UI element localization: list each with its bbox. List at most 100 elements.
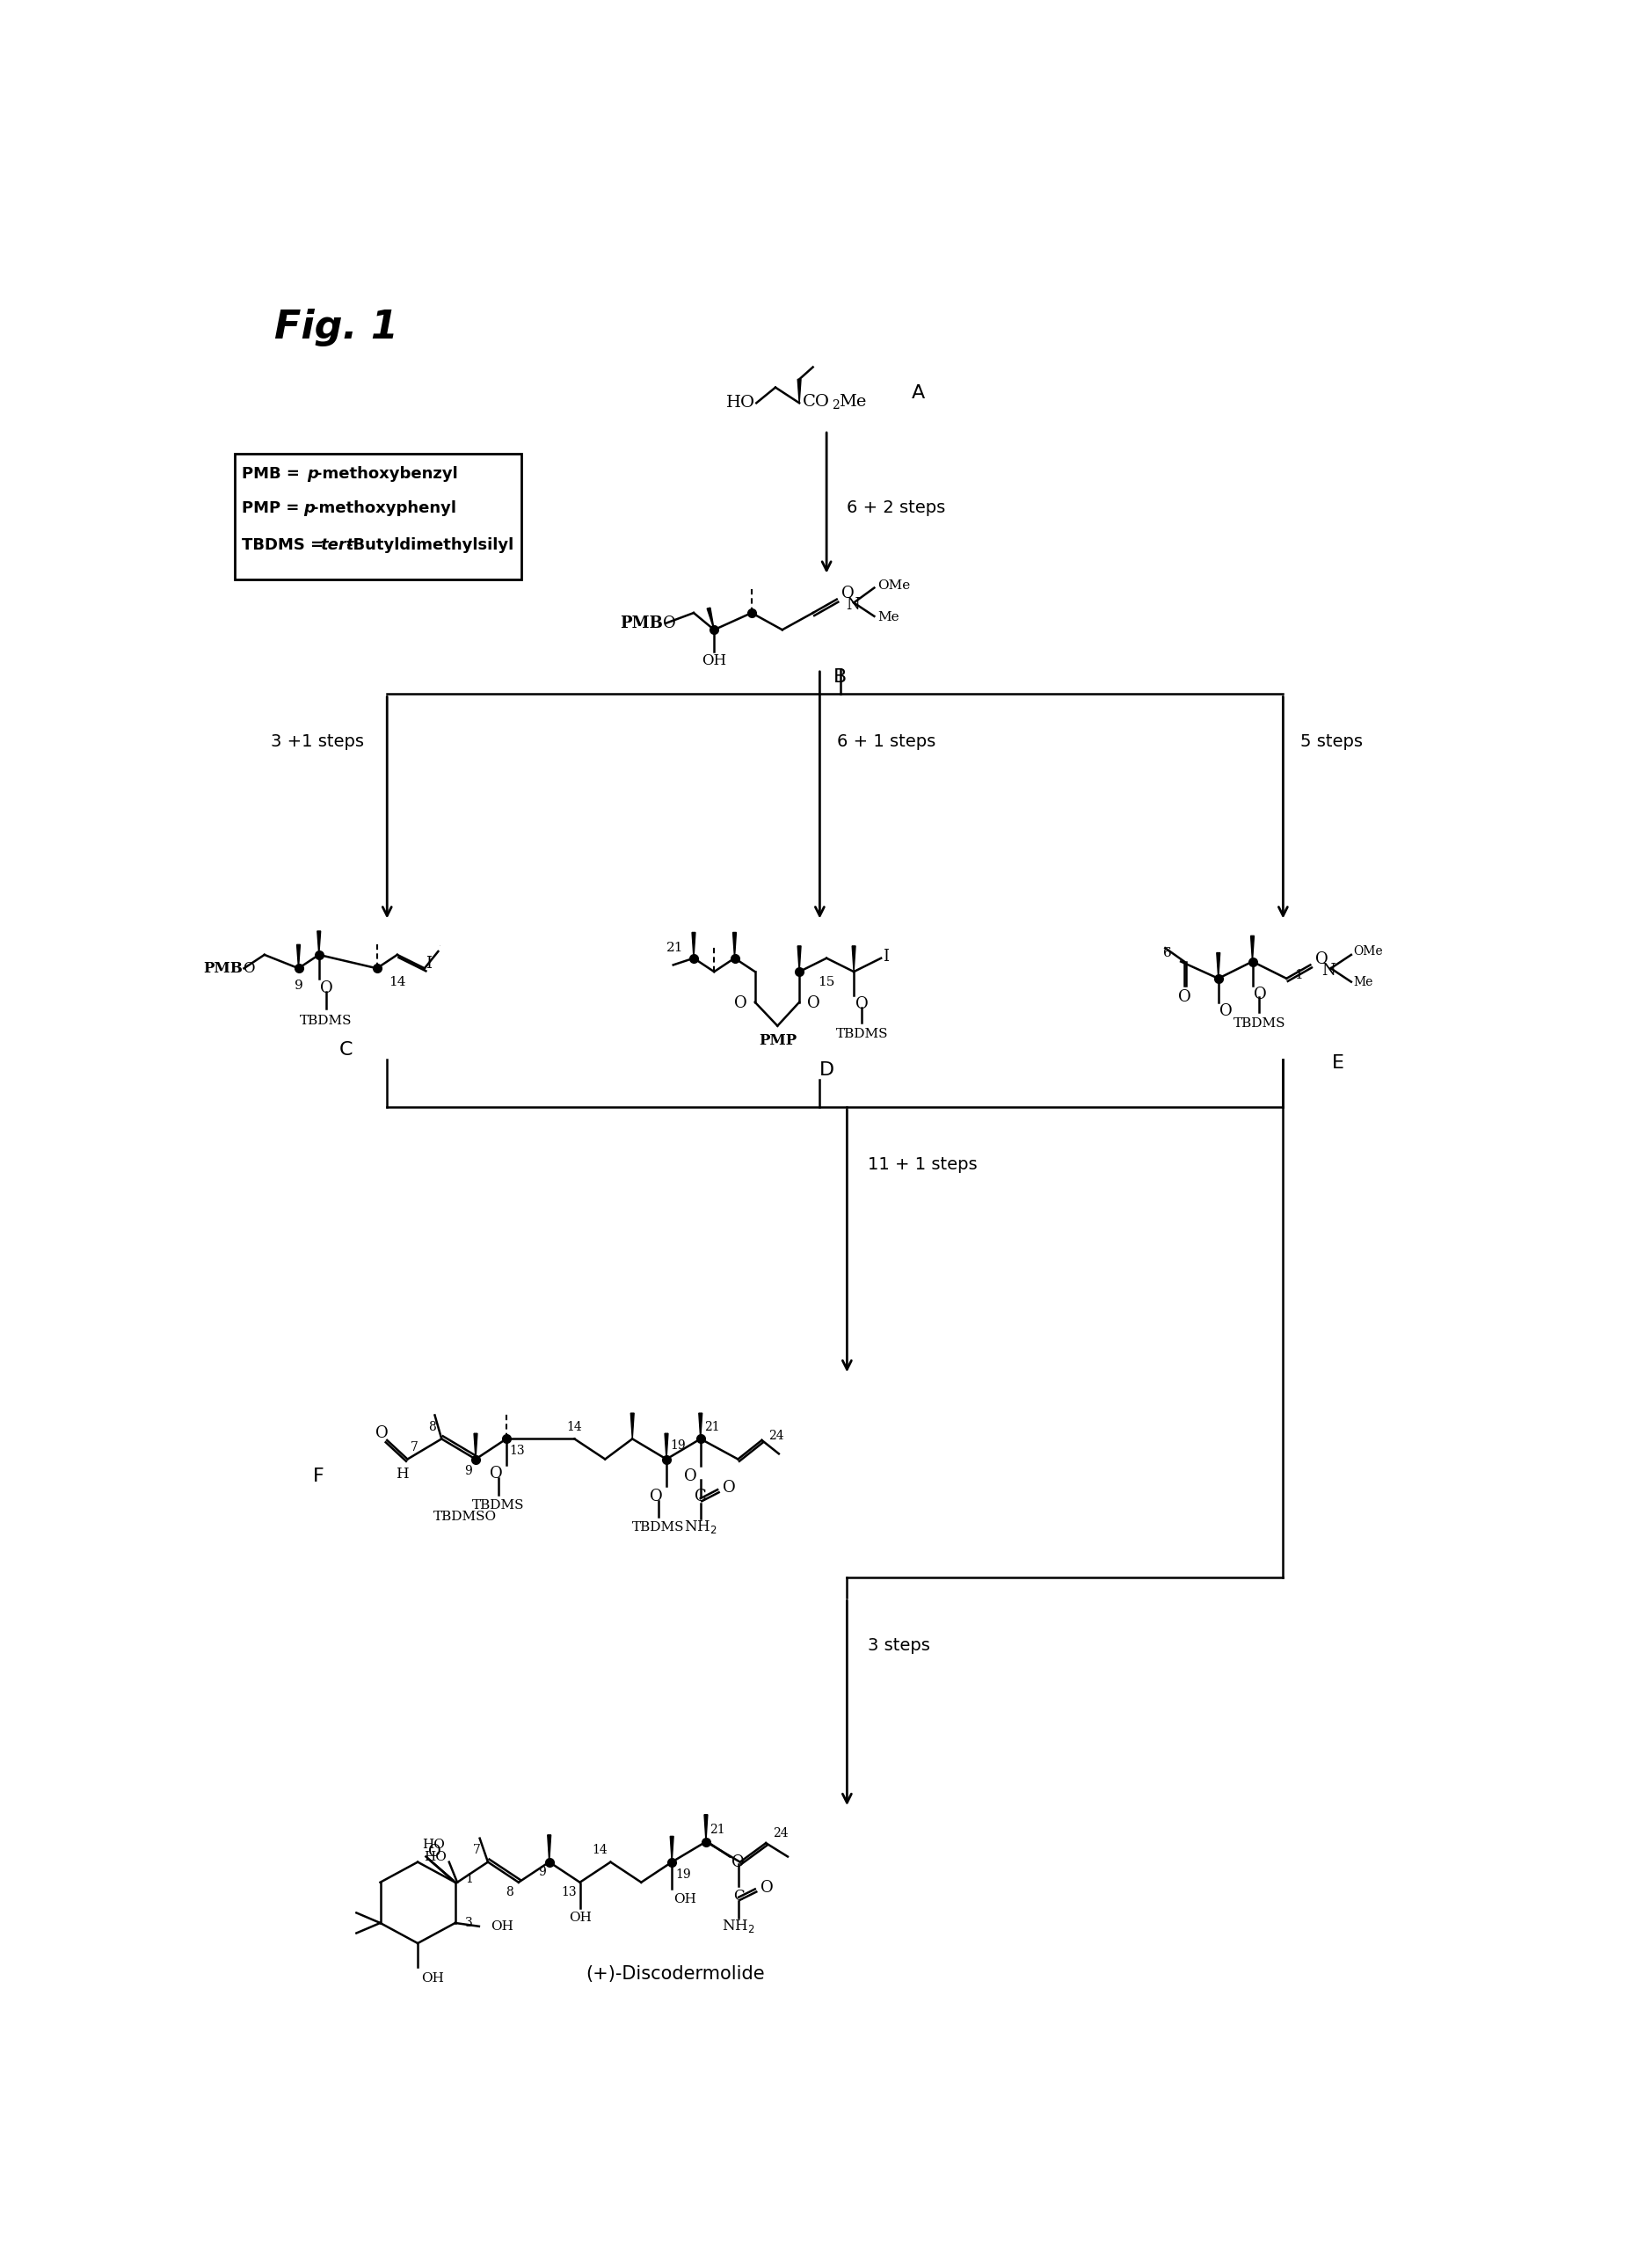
Text: PMB: PMB	[203, 962, 243, 975]
Text: O: O	[722, 1479, 735, 1495]
Text: p: p	[307, 465, 317, 481]
Text: HO: HO	[425, 1852, 448, 1863]
Text: A: A	[912, 384, 925, 402]
Text: O: O	[1219, 1003, 1232, 1018]
Text: OH: OH	[421, 1971, 444, 1985]
Text: TBDMSO: TBDMSO	[434, 1511, 497, 1522]
Text: HO: HO	[423, 1838, 444, 1852]
Text: Me: Me	[1353, 975, 1373, 989]
Polygon shape	[798, 946, 801, 971]
Polygon shape	[297, 944, 301, 969]
Text: O: O	[856, 996, 869, 1012]
Text: 14: 14	[591, 1845, 608, 1856]
Polygon shape	[317, 930, 320, 955]
Text: OMe: OMe	[1353, 946, 1383, 957]
Text: -methoxybenzyl: -methoxybenzyl	[316, 465, 458, 481]
Text: 3 steps: 3 steps	[867, 1637, 930, 1653]
Text: 9: 9	[464, 1465, 472, 1477]
Text: 6: 6	[1163, 948, 1171, 960]
Polygon shape	[631, 1414, 634, 1438]
Text: 21: 21	[666, 942, 684, 955]
Text: Fig. 1: Fig. 1	[274, 307, 398, 345]
Text: O: O	[649, 1488, 662, 1504]
Text: TBDMS: TBDMS	[836, 1027, 889, 1041]
Text: O: O	[760, 1881, 773, 1897]
Text: PMB =: PMB =	[241, 465, 306, 481]
Text: N: N	[1322, 962, 1336, 978]
Polygon shape	[1251, 935, 1254, 962]
Text: TBDMS: TBDMS	[472, 1499, 524, 1511]
Text: PMP =: PMP =	[241, 499, 306, 515]
Polygon shape	[547, 1836, 550, 1863]
Text: 9: 9	[539, 1865, 545, 1879]
Text: 6 + 1 steps: 6 + 1 steps	[838, 734, 935, 750]
Text: N: N	[846, 596, 859, 612]
Text: 1: 1	[1295, 969, 1303, 982]
Text: O: O	[684, 1468, 697, 1484]
Text: F: F	[314, 1468, 324, 1486]
Polygon shape	[733, 933, 737, 957]
Text: C: C	[733, 1888, 743, 1903]
Text: 8: 8	[506, 1885, 514, 1899]
Text: NH$_2$: NH$_2$	[684, 1520, 717, 1535]
Text: 21: 21	[704, 1420, 719, 1434]
Text: 6 + 2 steps: 6 + 2 steps	[847, 499, 945, 517]
Text: O: O	[1315, 951, 1328, 966]
Text: O: O	[243, 962, 254, 975]
Text: 24: 24	[773, 1827, 788, 1840]
Text: 15: 15	[818, 975, 834, 989]
Polygon shape	[1216, 953, 1221, 978]
Text: tert: tert	[320, 537, 354, 553]
Text: PMP: PMP	[758, 1034, 796, 1048]
Text: B: B	[834, 668, 847, 686]
Text: OH: OH	[491, 1919, 514, 1933]
Text: C: C	[339, 1041, 354, 1059]
Text: 13: 13	[510, 1445, 525, 1456]
Text: OH: OH	[674, 1892, 695, 1906]
Text: H: H	[395, 1468, 408, 1481]
Text: 7: 7	[411, 1441, 418, 1454]
Text: CO: CO	[803, 393, 829, 409]
Text: Me: Me	[839, 393, 866, 409]
Text: 19: 19	[669, 1441, 686, 1452]
Text: p: p	[304, 499, 314, 515]
Text: Me: Me	[877, 612, 899, 623]
Polygon shape	[474, 1434, 477, 1459]
Text: OH: OH	[702, 653, 727, 668]
Text: 14: 14	[567, 1420, 582, 1434]
Text: O: O	[733, 996, 747, 1012]
Text: OMe: OMe	[877, 580, 910, 592]
Text: TBDMS: TBDMS	[633, 1520, 684, 1533]
Text: 8: 8	[428, 1420, 436, 1434]
Polygon shape	[671, 1836, 674, 1863]
Text: 21: 21	[709, 1824, 725, 1836]
Text: 14: 14	[388, 975, 406, 989]
Polygon shape	[664, 1434, 667, 1459]
Text: O: O	[841, 587, 854, 603]
Text: D: D	[819, 1061, 834, 1079]
Text: -Butyldimethylsilyl: -Butyldimethylsilyl	[347, 537, 514, 553]
Text: O: O	[491, 1465, 502, 1481]
Text: O: O	[1254, 987, 1267, 1003]
Polygon shape	[692, 933, 695, 957]
Text: 5 steps: 5 steps	[1300, 734, 1363, 750]
Text: C: C	[694, 1488, 707, 1504]
Text: 24: 24	[768, 1429, 785, 1441]
Text: TBDMS: TBDMS	[299, 1014, 352, 1027]
Polygon shape	[798, 379, 801, 402]
Text: 11 + 1 steps: 11 + 1 steps	[867, 1156, 976, 1172]
Text: O: O	[1178, 989, 1191, 1005]
Text: E: E	[1332, 1054, 1343, 1073]
Text: O: O	[320, 980, 334, 996]
Text: 13: 13	[562, 1885, 577, 1899]
Text: I: I	[882, 948, 889, 964]
Text: O: O	[662, 614, 676, 630]
Text: 3 +1 steps: 3 +1 steps	[271, 734, 365, 750]
Text: PMB: PMB	[620, 614, 662, 630]
Polygon shape	[852, 946, 856, 971]
Text: OH: OH	[568, 1910, 591, 1924]
Text: O: O	[732, 1854, 745, 1870]
Bar	[235, 454, 522, 578]
Text: -methoxyphenyl: -methoxyphenyl	[312, 499, 456, 515]
Text: O: O	[428, 1845, 441, 1861]
